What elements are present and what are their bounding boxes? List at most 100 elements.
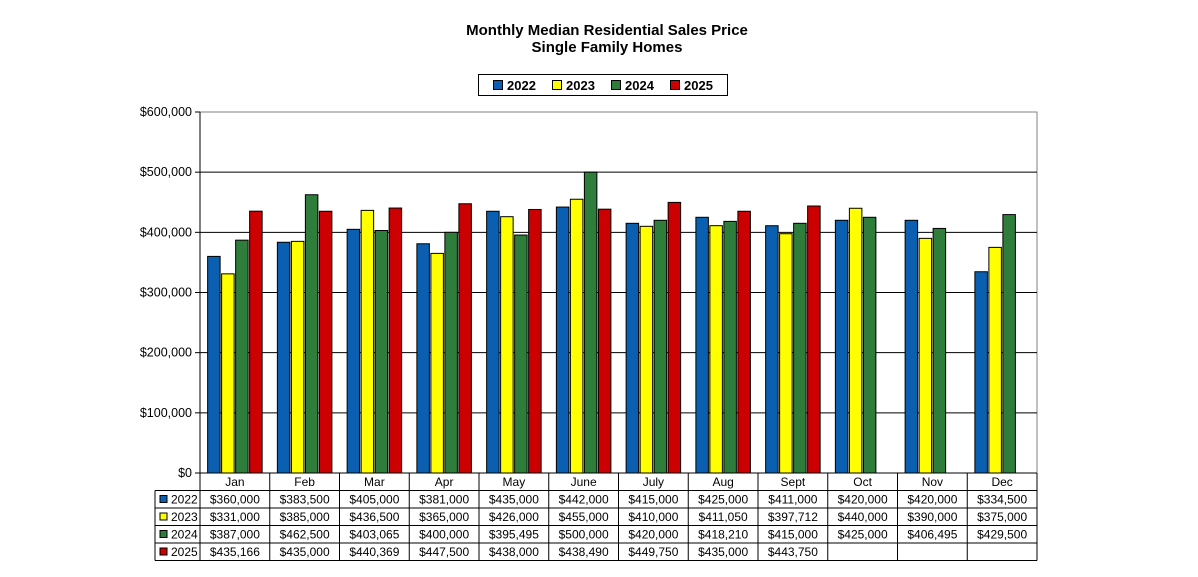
data-label-2024: $403,065 bbox=[349, 528, 399, 542]
bar-2023-dec bbox=[988, 246, 1002, 474]
data-label-2024: $429,500 bbox=[977, 528, 1027, 542]
legend-swatch-2025 bbox=[670, 80, 681, 90]
bar-2023-feb bbox=[290, 240, 305, 474]
table-swatch-2022 bbox=[159, 495, 168, 503]
legend-swatch-2024 bbox=[611, 80, 622, 90]
data-label-2024: $462,500 bbox=[280, 528, 330, 542]
bar-2025-mar bbox=[388, 207, 403, 474]
data-label-2022: $411,000 bbox=[768, 493, 817, 507]
data-label-2024: $500,000 bbox=[559, 528, 609, 542]
bar-2022-dec bbox=[974, 271, 988, 474]
bar-2023-nov bbox=[918, 237, 933, 474]
data-table: Jan Feb Mar Apr May June July Aug Sept Oct Nov Dec 2… bbox=[154, 472, 1038, 561]
bar-2022-aug bbox=[695, 216, 709, 474]
table-series-label: 2023 bbox=[171, 510, 198, 524]
data-label-2022: $420,000 bbox=[838, 493, 888, 507]
data-label-2022: $425,000 bbox=[698, 493, 748, 507]
bar-2025-apr bbox=[458, 203, 472, 474]
data-label-2023: $365,000 bbox=[419, 510, 469, 524]
table-swatch-2023 bbox=[159, 512, 168, 521]
bar-2023-jan bbox=[221, 273, 235, 474]
bar-2025-aug bbox=[737, 210, 751, 474]
y-tick-label: $400,000 bbox=[140, 225, 192, 239]
data-label-2023: $426,000 bbox=[489, 510, 539, 524]
data-label-2024: $415,000 bbox=[768, 528, 818, 542]
legend-label-2023: 2023 bbox=[566, 77, 595, 93]
bar-2022-sept bbox=[765, 225, 779, 474]
data-label-2025: $440,369 bbox=[349, 545, 399, 559]
table-swatch-2025 bbox=[159, 547, 168, 556]
data-label-2022: $420,000 bbox=[907, 493, 957, 507]
x-tick-label: Mar bbox=[364, 475, 385, 489]
data-label-2025: $438,490 bbox=[559, 545, 609, 559]
data-label-2023: $436,500 bbox=[349, 510, 399, 524]
bar-2025-sept bbox=[807, 205, 821, 474]
chart-legend: 2022 2023 2024 2025 bbox=[478, 74, 728, 96]
data-label-2023: $397,712 bbox=[768, 510, 818, 524]
bar-2024-sept bbox=[793, 222, 807, 474]
bar-2023-apr bbox=[430, 252, 444, 474]
data-label-2023: $410,000 bbox=[628, 510, 678, 524]
x-tick-label: Sept bbox=[781, 475, 806, 489]
bar-2025-july bbox=[667, 201, 682, 474]
data-label-2024: $420,000 bbox=[628, 528, 678, 542]
data-label-2023: $375,000 bbox=[977, 510, 1027, 524]
y-tick-label: $200,000 bbox=[140, 346, 192, 360]
data-label-2025: $435,000 bbox=[280, 545, 330, 559]
bar-2022-june bbox=[555, 206, 570, 474]
data-label-2022: $405,000 bbox=[349, 493, 399, 507]
data-label-2022: $415,000 bbox=[628, 493, 678, 507]
bar-2024-may bbox=[514, 234, 528, 474]
chart-title: Monthly Median Residential Sales Price S… bbox=[0, 22, 1198, 56]
legend-swatch-2023 bbox=[552, 80, 563, 90]
data-label-2023: $390,000 bbox=[907, 510, 957, 524]
table-series-label: 2024 bbox=[171, 528, 198, 542]
data-label-2025: $435,166 bbox=[210, 545, 260, 559]
x-tick-label: Feb bbox=[294, 475, 315, 489]
x-tick-label: Oct bbox=[853, 475, 872, 489]
data-label-2024: $400,000 bbox=[419, 528, 469, 542]
x-tick-label: July bbox=[643, 475, 664, 489]
data-label-2022: $435,000 bbox=[489, 493, 539, 507]
x-tick-label: June bbox=[571, 475, 597, 489]
x-tick-label: Aug bbox=[712, 475, 733, 489]
bar-2024-apr bbox=[444, 231, 458, 474]
bar-2025-feb bbox=[318, 210, 333, 474]
table-series-label: 2025 bbox=[171, 545, 198, 559]
data-label-2024: $406,495 bbox=[907, 528, 957, 542]
data-label-2024: $387,000 bbox=[210, 528, 260, 542]
bar-2024-july bbox=[653, 219, 668, 474]
bar-2022-nov bbox=[904, 219, 919, 474]
table-series-label: 2022 bbox=[171, 493, 198, 507]
table-swatch-2024 bbox=[159, 530, 168, 538]
bar-2022-may bbox=[486, 210, 500, 474]
data-label-2025: $438,000 bbox=[489, 545, 539, 559]
bar-2023-mar bbox=[360, 209, 375, 474]
data-label-2022: $360,000 bbox=[210, 493, 260, 507]
bar-2022-apr bbox=[416, 243, 430, 474]
legend-label-2024: 2024 bbox=[625, 77, 654, 93]
data-label-2023: $440,000 bbox=[838, 510, 888, 524]
data-label-2023: $411,050 bbox=[699, 510, 748, 524]
data-label-2025: $447,500 bbox=[419, 545, 469, 559]
bar-2022-oct bbox=[834, 219, 849, 474]
data-label-2022: $442,000 bbox=[559, 493, 609, 507]
bar-2024-june bbox=[583, 171, 598, 474]
data-label-2022: $381,000 bbox=[419, 493, 469, 507]
bar-2023-may bbox=[500, 216, 514, 474]
data-label-2024: $395,495 bbox=[489, 528, 539, 542]
bar-2024-feb bbox=[304, 194, 319, 474]
legend-item-2024: 2024 bbox=[611, 78, 654, 93]
data-label-2023: $331,000 bbox=[210, 510, 260, 524]
chart-title-line1: Monthly Median Residential Sales Price bbox=[466, 22, 748, 39]
x-tick-label: Jan bbox=[225, 475, 244, 489]
bar-2023-sept bbox=[779, 233, 793, 474]
data-label-2023: $385,000 bbox=[280, 510, 330, 524]
x-tick-label: Nov bbox=[922, 475, 943, 489]
bar-2025-june bbox=[597, 208, 612, 474]
bar-2024-jan bbox=[235, 239, 249, 474]
bar-2024-mar bbox=[374, 229, 389, 474]
legend-item-2022: 2022 bbox=[493, 78, 536, 93]
x-tick-label: Dec bbox=[991, 475, 1012, 489]
